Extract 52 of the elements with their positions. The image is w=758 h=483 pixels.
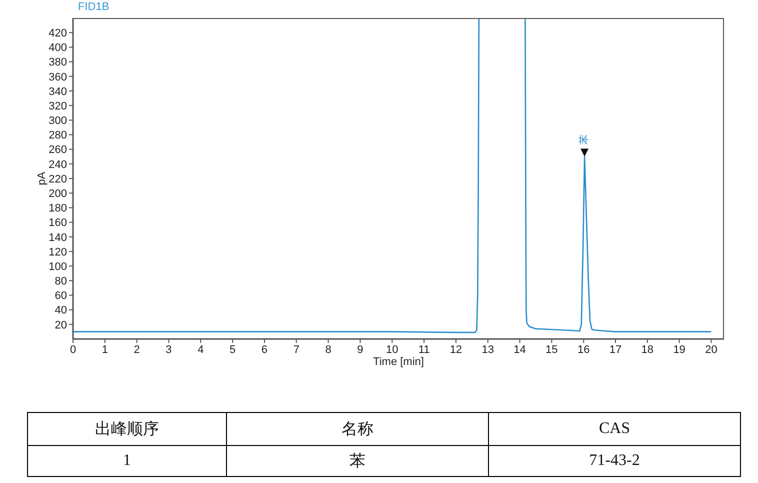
- y-tick-label: 100: [48, 260, 67, 273]
- y-tick-label: 80: [54, 276, 67, 288]
- x-tick-label: 1: [102, 344, 108, 356]
- y-tick-label: 260: [48, 144, 67, 156]
- text: 出峰顺序: [28, 412, 226, 446]
- y-tick-label: 280: [48, 130, 67, 142]
- x-tick-label: 2: [134, 344, 140, 356]
- y-tick-label: 180: [48, 202, 67, 215]
- x-tick-label: 19: [673, 344, 686, 356]
- text: 名称: [226, 412, 488, 446]
- text: CAS: [488, 412, 740, 446]
- y-tick-label: 320: [48, 100, 67, 112]
- y-tick-label: 360: [48, 71, 67, 84]
- y-tick-label: 420: [48, 27, 67, 40]
- y-tick-label: 380: [48, 56, 67, 69]
- y-tick-label: 400: [48, 42, 67, 54]
- x-tick-label: 10: [386, 344, 398, 356]
- y-tick-label: 200: [48, 188, 67, 200]
- x-tick-label: 8: [325, 344, 332, 356]
- y-tick-label: 20: [54, 319, 67, 332]
- x-tick-label: 18: [641, 344, 654, 356]
- y-tick-label: 160: [48, 217, 67, 230]
- y-tick-label: 220: [48, 173, 67, 186]
- x-tick-label: 9: [357, 344, 364, 356]
- x-tick-label: 5: [229, 344, 236, 356]
- text: 1: [28, 446, 226, 476]
- y-tick-label: 60: [54, 290, 67, 302]
- x-tick-label: 7: [293, 344, 300, 356]
- x-tick-label: 0: [70, 344, 76, 356]
- x-tick-label: 15: [546, 344, 558, 356]
- y-tick-label: 300: [48, 115, 67, 128]
- x-tick-label: 14: [514, 344, 526, 356]
- y-tick-label: 140: [48, 232, 67, 244]
- x-tick-label: 11: [418, 344, 430, 356]
- x-tick-label: 20: [705, 344, 718, 356]
- y-tick-label: 340: [48, 86, 67, 98]
- text: 71-43-2: [488, 446, 740, 476]
- chart-title: FID1B: [78, 0, 110, 14]
- x-tick-label: 17: [609, 344, 622, 356]
- x-tick-label: 13: [482, 344, 494, 356]
- x-tick-label: 6: [261, 344, 268, 356]
- x-tick-label: 4: [198, 344, 204, 356]
- y-tick-label: 240: [48, 158, 67, 171]
- y-tick-label: 40: [54, 304, 67, 317]
- annotation: 苯: [578, 134, 590, 145]
- y-axis-title: pA: [36, 171, 48, 186]
- text: 苯: [226, 446, 488, 476]
- x-tick-label: 12: [450, 344, 462, 356]
- x-tick-label: 3: [166, 344, 172, 356]
- x-axis-title: Time [min]: [373, 356, 424, 368]
- x-tick-label: 16: [577, 344, 590, 356]
- y-tick-label: 120: [48, 246, 67, 258]
